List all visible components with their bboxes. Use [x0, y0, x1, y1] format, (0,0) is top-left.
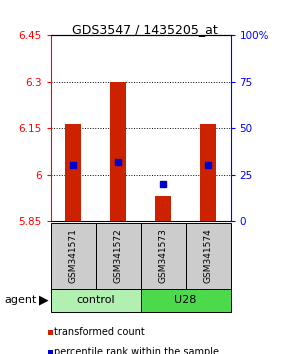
Bar: [155, 196, 171, 221]
Bar: [200, 124, 216, 221]
Text: agent: agent: [4, 295, 37, 305]
Text: percentile rank within the sample: percentile rank within the sample: [54, 347, 219, 354]
Bar: [110, 82, 126, 221]
Text: GSM341573: GSM341573: [159, 228, 168, 283]
Text: ▶: ▶: [39, 293, 48, 307]
Text: GDS3547 / 1435205_at: GDS3547 / 1435205_at: [72, 23, 218, 36]
Text: GSM341571: GSM341571: [69, 228, 78, 283]
Text: transformed count: transformed count: [54, 327, 145, 337]
Text: control: control: [76, 295, 115, 305]
Text: GSM341574: GSM341574: [204, 228, 213, 283]
Text: U28: U28: [174, 295, 197, 305]
Bar: [65, 124, 81, 221]
Text: GSM341572: GSM341572: [114, 228, 123, 283]
